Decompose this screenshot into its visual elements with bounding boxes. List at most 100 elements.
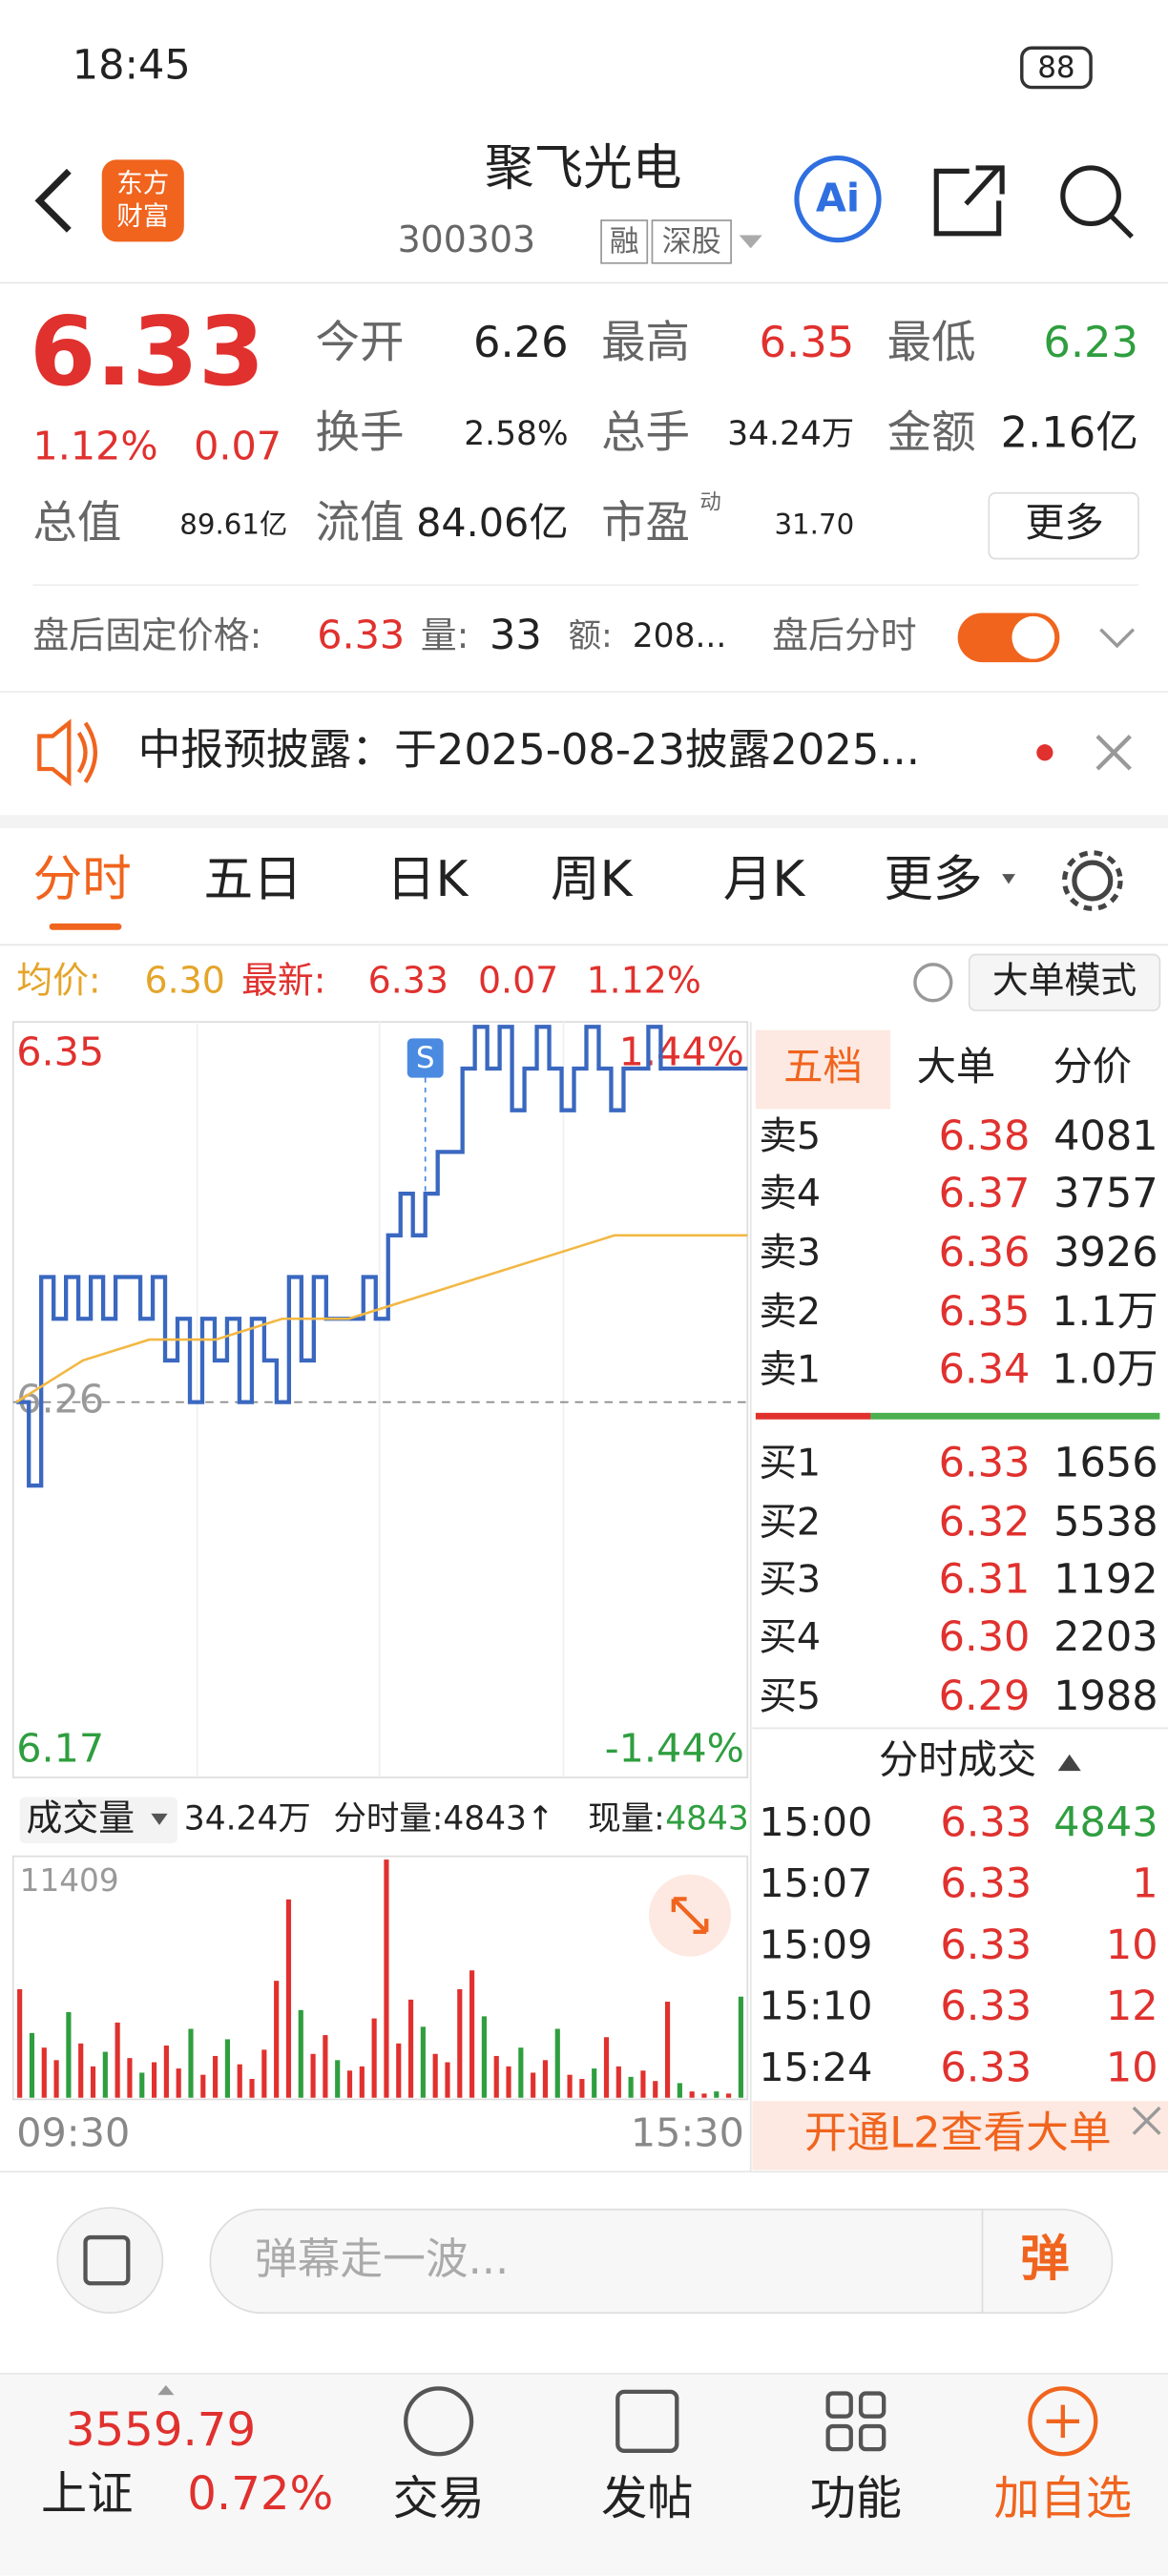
nav-item[interactable]: 发帖 [601,2472,693,2525]
comment-input[interactable] [209,2208,1114,2315]
nav-item[interactable]: 交易 [392,2472,484,2525]
stat-value: 34.24万 [727,415,854,453]
index-change: 0.72% [187,2467,333,2521]
more-button[interactable] [988,491,1139,560]
tab[interactable]: 日K [386,851,469,908]
stat-value: 84.06亿 [416,500,569,546]
volume-bar [66,2012,72,2098]
book-price: 6.32 [939,1498,1031,1546]
comment-settings[interactable] [56,2207,164,2315]
after-hours-amount: 208... [633,617,727,655]
volume-bar [139,2072,145,2098]
banner-text: 开通L2查看大单 [804,2107,1112,2157]
volume-bar [359,2066,365,2098]
up-arrow [157,2384,175,2396]
price-line [16,1025,748,1488]
stat-label: 总手 [601,406,690,458]
stat-value: 6.23 [1043,317,1138,367]
stat-value: 6.26 [473,317,569,367]
trades-title[interactable]: 分时成交 [879,1737,1036,1783]
volume-bar [384,1859,389,2098]
after-hours-toggle-label: 盘后分时 [772,614,916,656]
trade-time: 15:09 [759,1922,872,1967]
volume-bar [285,1899,292,2098]
tab[interactable]: 更多 [884,851,982,908]
volume-bar [542,2060,549,2098]
volume-selector[interactable] [19,1797,177,1843]
volume-bar [200,2074,206,2098]
ask-ratio [755,1412,871,1420]
stat-value: 31.70 [774,509,854,541]
share-button[interactable] [933,165,1005,237]
trade-time: 15:07 [759,1860,872,1906]
x-tick-label: 09:30 [16,2109,130,2155]
notice-text[interactable]: 中报预披露：于2025-08-23披露2025... [138,724,920,775]
volume-bar [102,2051,108,2098]
search-button[interactable] [1060,165,1121,227]
nav-item[interactable]: 加自选 [994,2472,1133,2525]
help-icon[interactable] [913,963,953,1003]
index-value[interactable]: 3559.79 [66,2403,256,2457]
index-name: 上证 [41,2467,133,2521]
last-value: 6.33 [368,959,448,1001]
close-notice[interactable] [1095,735,1132,771]
after-hours-label: 盘后固定价格: [32,614,261,656]
volume-max-label: 11409 [20,1862,119,1899]
nav-item[interactable]: 功能 [810,2472,902,2525]
volume-bar [469,1970,475,2098]
book-level: 买3 [759,1558,821,1602]
mode-button[interactable] [968,953,1161,1011]
volume-total: 34.24万 [184,1799,311,1838]
book-price: 6.30 [939,1613,1031,1661]
tab[interactable]: 分时 [32,851,131,908]
bid-ratio [870,1412,1160,1420]
book-level: 买5 [759,1674,821,1718]
stat-label: 最高 [601,316,690,367]
volume-bar [213,2055,219,2098]
after-hours-amount-label: 额: [569,617,613,655]
volume-bar [554,2028,560,2098]
ai-button[interactable] [794,156,882,243]
banner[interactable] [752,2101,1168,2171]
trade-volume: 4843 [1053,1798,1158,1846]
volume-bar [29,2032,35,2098]
volume-bar [689,2091,695,2098]
volume-frame [11,1855,749,2101]
toggle-knob [1012,615,1055,659]
book-tab[interactable]: 分价 [1053,1044,1133,1090]
book-level: 卖3 [759,1231,821,1275]
book-volume: 3757 [1053,1170,1158,1217]
comment-icon [83,2234,131,2286]
stat-label: 金额 [887,406,976,458]
close-banner[interactable] [1132,2106,1161,2135]
book-tab[interactable]: 大单 [917,1044,996,1090]
minute-volume: 分时量:4843↑ [333,1799,553,1838]
expand-chevron[interactable] [1099,628,1136,649]
app-logo [101,159,184,242]
more-label: 更多 [1025,500,1104,546]
mode-label: 大单模式 [992,959,1137,1001]
trade-volume: 1 [1132,1860,1158,1908]
tab[interactable]: 周K [551,851,634,908]
pe-note: 动 [699,490,720,515]
tab[interactable]: 月K [723,851,806,908]
y-tick-label: 6.17 [16,1725,104,1771]
y2-tick-label: -1.44% [605,1725,744,1771]
y-tick-label: 6.35 [16,1029,104,1075]
book-level: 卖5 [759,1114,821,1158]
battery [1020,46,1093,90]
volume-bar [176,2068,181,2098]
tab[interactable]: 五日 [203,851,302,908]
volume-bar [420,2026,426,2098]
dropdown-arrow [739,235,762,249]
book-tab[interactable]: 五档 [783,1044,863,1090]
danmaku-button[interactable]: 弹 [1020,2231,1070,2288]
change-pct: 1.12% [32,423,157,468]
volume-bar [274,1981,280,2098]
settings-button[interactable] [1072,860,1114,902]
volume-bar [323,2035,328,2098]
back-button[interactable] [34,168,72,233]
avg-line [15,1234,748,1403]
trade-icon [404,2386,474,2457]
volume-bar [457,1988,463,2098]
